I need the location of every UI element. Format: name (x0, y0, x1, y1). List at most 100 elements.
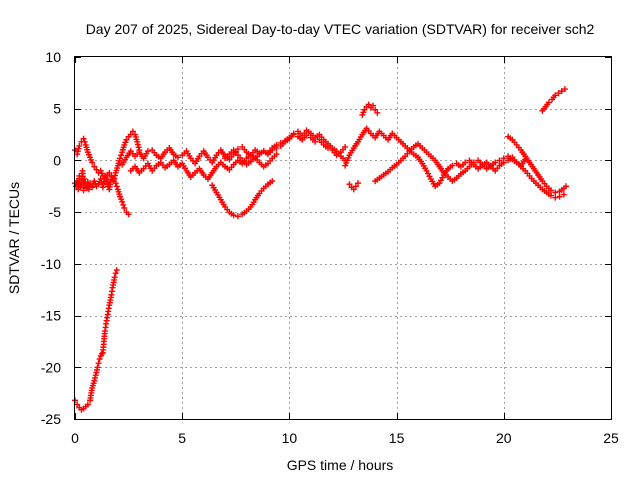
data-point (91, 163, 98, 170)
series-sdtvar-g (222, 147, 280, 170)
data-point (561, 86, 568, 93)
data-points (72, 86, 569, 413)
data-point (372, 106, 379, 113)
data-point (89, 184, 96, 191)
series-sdtvar-m (539, 86, 568, 114)
data-point (462, 159, 469, 166)
data-point-interp (135, 144, 142, 151)
data-point (104, 180, 111, 187)
data-point (174, 154, 181, 161)
x-tick-label: 25 (603, 430, 619, 446)
data-point (260, 148, 267, 155)
data-point (342, 143, 349, 150)
data-point-interp (120, 201, 127, 208)
series-sdtvar-b (72, 135, 132, 218)
data-point-interp (118, 152, 125, 159)
x-tick-label: 15 (389, 430, 405, 446)
y-tick-label: 10 (45, 49, 61, 65)
data-point (496, 157, 503, 164)
y-tick-label: -10 (41, 256, 61, 272)
data-point (112, 270, 119, 277)
y-axis-label: SDTVAR / TECUs (6, 182, 22, 294)
data-point (350, 186, 357, 193)
data-point (277, 139, 284, 146)
data-point (234, 146, 241, 153)
data-point (273, 151, 280, 158)
data-point (449, 162, 456, 169)
data-point (129, 128, 136, 135)
data-point (108, 172, 115, 179)
data-point (290, 130, 297, 137)
y-tick-label: -20 (41, 359, 61, 375)
grid-lines (75, 57, 611, 419)
y-tick-label: -5 (49, 204, 62, 220)
data-point (552, 194, 559, 201)
data-point (98, 350, 105, 357)
data-point (547, 187, 554, 194)
data-point (111, 274, 118, 281)
data-point (365, 101, 372, 108)
data-point (94, 364, 101, 371)
data-point (76, 142, 83, 149)
data-point (560, 191, 567, 198)
data-point (110, 177, 117, 184)
data-point (74, 401, 81, 408)
data-point (370, 102, 377, 109)
data-point (558, 88, 565, 95)
y-tick-label: 5 (53, 101, 61, 117)
data-point (93, 166, 100, 173)
x-tick-label: 0 (71, 430, 79, 446)
data-point (84, 401, 91, 408)
data-point (117, 155, 124, 162)
data-point (547, 192, 554, 199)
chart-title: Day 207 of 2025, Sidereal Day-to-day VTE… (86, 21, 595, 37)
data-point (234, 213, 241, 220)
data-point (102, 176, 109, 183)
x-tick-label: 10 (282, 430, 298, 446)
series-sdtvar-l (505, 133, 569, 196)
data-point (96, 356, 103, 363)
series-sdtvar-j (346, 180, 362, 193)
data-point-interp (134, 141, 141, 148)
data-point (91, 377, 98, 384)
data-point (80, 135, 87, 142)
data-point-interp (92, 374, 99, 381)
data-point-interp (113, 183, 120, 190)
series-sdtvar-f (209, 178, 276, 220)
y-tick-label: -15 (41, 308, 61, 324)
series-sdtvar-i (359, 101, 381, 118)
y-tick-label: 0 (53, 152, 61, 168)
data-point (87, 180, 94, 187)
data-point (106, 169, 113, 176)
data-point (99, 172, 106, 179)
data-point (230, 212, 237, 219)
data-point (273, 141, 280, 148)
data-point (113, 267, 120, 274)
data-point (112, 180, 119, 187)
data-point (562, 183, 569, 190)
x-tick-label: 20 (496, 430, 512, 446)
data-point (352, 183, 359, 190)
data-point-interp (74, 148, 81, 155)
data-point (470, 159, 477, 166)
data-point (134, 138, 141, 145)
data-point (89, 159, 96, 166)
data-point (74, 151, 81, 158)
series-sdtvar-k (372, 140, 567, 201)
series-sdtvar-c (72, 267, 120, 413)
data-point (555, 90, 562, 97)
data-point-interp (92, 372, 99, 379)
data-point (123, 136, 130, 143)
y-tick-label: -25 (41, 411, 61, 427)
tick-labels: 0 5 10 15 20 25 10 5 0 -5 -10 -15 -20 -25 (41, 49, 619, 446)
data-point (361, 106, 368, 113)
data-point (355, 180, 362, 187)
data-point (121, 205, 128, 212)
data-point (374, 109, 381, 116)
plot-frame (74, 56, 612, 420)
data-point (552, 189, 559, 196)
data-point (119, 198, 126, 205)
data-point (144, 148, 151, 155)
data-point (500, 155, 507, 162)
